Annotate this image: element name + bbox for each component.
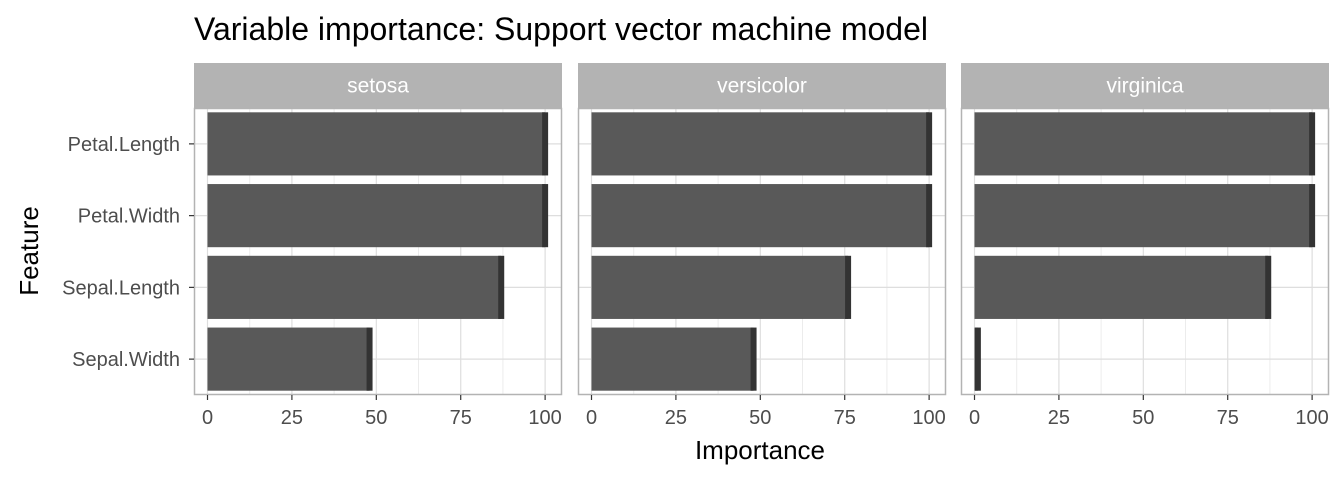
x-tick-label: 100 <box>912 407 945 429</box>
facet-strip-label: versicolor <box>717 75 807 98</box>
x-tick-label: 75 <box>1217 407 1239 429</box>
facet-panel-versicolor: versicolor 0 25 50 75 100 <box>577 63 947 429</box>
bar-cap <box>926 184 933 248</box>
bar-Sepal.Length <box>591 255 849 319</box>
bar-cap <box>542 184 549 248</box>
bar-Sepal.Width <box>591 327 754 391</box>
facet-strip <box>194 63 562 108</box>
bar-Petal.Width <box>974 184 1313 248</box>
facet-panel-virginica: virginica 0 25 50 75 100 <box>960 63 1330 429</box>
panel-border <box>193 107 563 396</box>
bar-cap <box>926 112 933 176</box>
bar-cap <box>845 255 852 319</box>
x-tick-label: 25 <box>281 407 303 429</box>
facet-strip <box>578 63 946 108</box>
y-tick-label: Sepal.Length <box>62 277 180 299</box>
bar-Sepal.Length <box>974 255 1269 319</box>
x-tick-label: 0 <box>586 407 597 429</box>
y-axis: Petal.Length Petal.Width Sepal.Length Sepal… <box>62 134 194 371</box>
bar-Sepal.Width <box>207 327 370 391</box>
x-axis-title: Importance <box>695 435 825 465</box>
bar-Petal.Length <box>207 112 546 176</box>
x-tick-label: 25 <box>665 407 687 429</box>
x-tick-label: 100 <box>528 407 561 429</box>
y-tick-label: Petal.Width <box>78 206 180 228</box>
x-tick-label: 50 <box>749 407 771 429</box>
bar-cap <box>750 327 757 391</box>
bar-cap <box>974 327 981 391</box>
facet-strip <box>961 63 1329 108</box>
y-tick-label: Sepal.Width <box>72 349 180 371</box>
x-tick-label: 50 <box>365 407 387 429</box>
bar-Petal.Width <box>591 184 930 248</box>
bar-cap <box>542 112 549 176</box>
x-tick-label: 100 <box>1295 407 1328 429</box>
x-tick-label: 50 <box>1132 407 1154 429</box>
bar-Petal.Length <box>974 112 1313 176</box>
x-tick-label: 25 <box>1048 407 1070 429</box>
x-tick-label: 75 <box>834 407 856 429</box>
bar-Petal.Width <box>207 184 546 248</box>
y-tick-label: Petal.Length <box>68 134 180 156</box>
bar-cap <box>366 327 373 391</box>
panel-border <box>577 107 947 396</box>
x-tick-label: 0 <box>969 407 980 429</box>
bar-cap <box>1265 255 1272 319</box>
panel-border <box>960 107 1330 396</box>
facet-strip-label: setosa <box>347 75 409 98</box>
y-axis-title: Feature <box>14 206 44 296</box>
chart-title: Variable importance: Support vector mach… <box>194 11 928 47</box>
bar-cap <box>1309 112 1316 176</box>
x-tick-label: 75 <box>450 407 472 429</box>
bar-Sepal.Length <box>207 255 502 319</box>
bar-cap <box>1309 184 1316 248</box>
x-tick-label: 0 <box>202 407 213 429</box>
facet-panel-setosa: setosa 0 25 50 75 100 <box>193 63 563 429</box>
bar-cap <box>498 255 505 319</box>
bar-Petal.Length <box>591 112 930 176</box>
facet-strip-label: virginica <box>1106 75 1183 98</box>
